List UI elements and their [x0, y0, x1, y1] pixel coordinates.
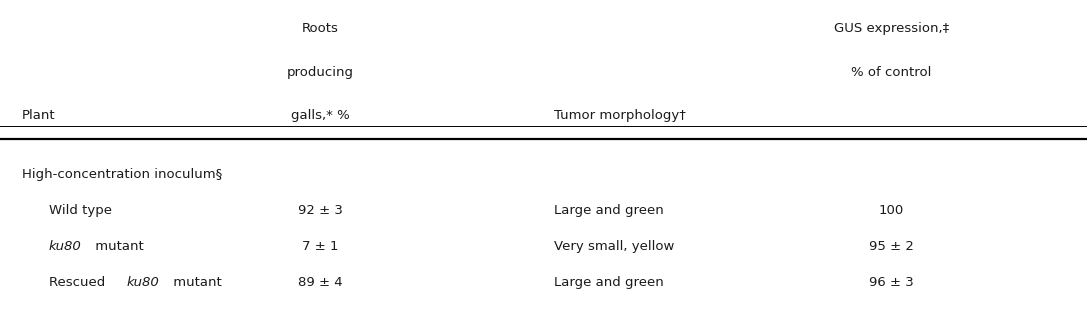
Text: GUS expression,‡: GUS expression,‡	[834, 22, 949, 35]
Text: Wild type: Wild type	[49, 204, 112, 217]
Text: Very small, yellow: Very small, yellow	[554, 240, 675, 253]
Text: 96 ± 3: 96 ± 3	[869, 276, 914, 289]
Text: Plant: Plant	[22, 109, 55, 122]
Text: Large and green: Large and green	[554, 276, 664, 289]
Text: Large and green: Large and green	[554, 204, 664, 217]
Text: galls,* %: galls,* %	[291, 109, 350, 122]
Text: ku80: ku80	[49, 240, 82, 253]
Text: 95 ± 2: 95 ± 2	[869, 240, 914, 253]
Text: Tumor morphology†: Tumor morphology†	[554, 109, 686, 122]
Text: 100: 100	[878, 204, 904, 217]
Text: mutant: mutant	[170, 276, 222, 289]
Text: Roots: Roots	[302, 22, 339, 35]
Text: producing: producing	[287, 66, 354, 79]
Text: 7 ± 1: 7 ± 1	[302, 240, 339, 253]
Text: 89 ± 4: 89 ± 4	[298, 276, 343, 289]
Text: 92 ± 3: 92 ± 3	[298, 204, 343, 217]
Text: mutant: mutant	[91, 240, 143, 253]
Text: Rescued: Rescued	[49, 276, 110, 289]
Text: High-concentration inoculum§: High-concentration inoculum§	[22, 168, 222, 182]
Text: ku80: ku80	[127, 276, 160, 289]
Text: % of control: % of control	[851, 66, 932, 79]
